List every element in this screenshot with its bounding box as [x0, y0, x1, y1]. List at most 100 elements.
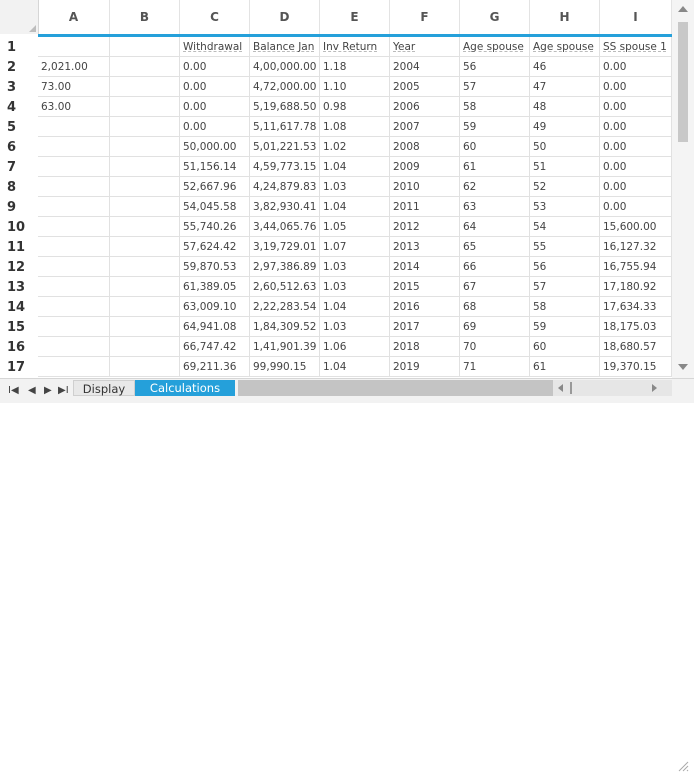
last-sheet-icon[interactable]: ▶I: [58, 385, 69, 396]
cell-h3[interactable]: 47: [530, 77, 600, 97]
cell-b1[interactable]: [110, 37, 180, 57]
cell-f9[interactable]: 2011: [390, 197, 460, 217]
cell-a17[interactable]: [38, 357, 110, 377]
cell-b4[interactable]: [110, 97, 180, 117]
cell-d8[interactable]: 4,24,879.83: [250, 177, 320, 197]
horizontal-scrollbar[interactable]: [238, 380, 672, 396]
cell-d15[interactable]: 1,84,309.52: [250, 317, 320, 337]
column-header-a[interactable]: A: [38, 0, 110, 34]
cell-h7[interactable]: 51: [530, 157, 600, 177]
cell-e6[interactable]: 1.02: [320, 137, 390, 157]
cell-g13[interactable]: 67: [460, 277, 530, 297]
cell-b11[interactable]: [110, 237, 180, 257]
cell-d12[interactable]: 2,97,386.89: [250, 257, 320, 277]
cell-e14[interactable]: 1.04: [320, 297, 390, 317]
cell-e12[interactable]: 1.03: [320, 257, 390, 277]
cell-h17[interactable]: 61: [530, 357, 600, 377]
cell-d7[interactable]: 4,59,773.15: [250, 157, 320, 177]
cell-g2[interactable]: 56: [460, 57, 530, 77]
column-header-g[interactable]: G: [460, 0, 530, 34]
cell-i13[interactable]: 17,180.92: [600, 277, 672, 297]
row-header[interactable]: 8: [0, 177, 38, 197]
cell-d3[interactable]: 4,72,000.00: [250, 77, 320, 97]
cell-i7[interactable]: 0.00: [600, 157, 672, 177]
cell-c4[interactable]: 0.00: [180, 97, 250, 117]
row-header[interactable]: 2: [0, 57, 38, 77]
cell-e11[interactable]: 1.07: [320, 237, 390, 257]
cell-d10[interactable]: 3,44,065.76: [250, 217, 320, 237]
cell-c12[interactable]: 59,870.53: [180, 257, 250, 277]
cell-g15[interactable]: 69: [460, 317, 530, 337]
cell-g11[interactable]: 65: [460, 237, 530, 257]
cell-b6[interactable]: [110, 137, 180, 157]
cell-g1[interactable]: Age spouse: [460, 37, 530, 57]
tab-display[interactable]: Display: [73, 380, 135, 396]
cell-f1[interactable]: Year: [390, 37, 460, 57]
column-header-c[interactable]: C: [180, 0, 250, 34]
cell-e4[interactable]: 0.98: [320, 97, 390, 117]
cell-f14[interactable]: 2016: [390, 297, 460, 317]
cell-c8[interactable]: 52,667.96: [180, 177, 250, 197]
cell-c16[interactable]: 66,747.42: [180, 337, 250, 357]
resize-grip-icon[interactable]: [676, 759, 690, 773]
cell-b5[interactable]: [110, 117, 180, 137]
cell-g16[interactable]: 70: [460, 337, 530, 357]
cell-b8[interactable]: [110, 177, 180, 197]
cell-i1[interactable]: SS spouse 1: [600, 37, 672, 57]
cell-i15[interactable]: 18,175.03: [600, 317, 672, 337]
row-header[interactable]: 5: [0, 117, 38, 137]
cell-i6[interactable]: 0.00: [600, 137, 672, 157]
cell-b13[interactable]: [110, 277, 180, 297]
cell-a10[interactable]: [38, 217, 110, 237]
cell-c7[interactable]: 51,156.14: [180, 157, 250, 177]
cell-i12[interactable]: 16,755.94: [600, 257, 672, 277]
cell-f15[interactable]: 2017: [390, 317, 460, 337]
cell-f12[interactable]: 2014: [390, 257, 460, 277]
scroll-down-icon[interactable]: [678, 364, 688, 370]
cell-c17[interactable]: 69,211.36: [180, 357, 250, 377]
cell-d17[interactable]: 99,990.15: [250, 357, 320, 377]
cell-b12[interactable]: [110, 257, 180, 277]
row-header[interactable]: 7: [0, 157, 38, 177]
cell-f3[interactable]: 2005: [390, 77, 460, 97]
column-header-e[interactable]: E: [320, 0, 390, 34]
cell-a7[interactable]: [38, 157, 110, 177]
cell-b3[interactable]: [110, 77, 180, 97]
select-all-corner[interactable]: [0, 0, 39, 34]
cell-e1[interactable]: Inv Return: [320, 37, 390, 57]
cell-h4[interactable]: 48: [530, 97, 600, 117]
cell-i14[interactable]: 17,634.33: [600, 297, 672, 317]
cell-h16[interactable]: 60: [530, 337, 600, 357]
cell-h12[interactable]: 56: [530, 257, 600, 277]
cell-d13[interactable]: 2,60,512.63: [250, 277, 320, 297]
cell-f4[interactable]: 2006: [390, 97, 460, 117]
cell-c10[interactable]: 55,740.26: [180, 217, 250, 237]
scroll-up-icon[interactable]: [678, 6, 688, 12]
cell-h11[interactable]: 55: [530, 237, 600, 257]
cell-g17[interactable]: 71: [460, 357, 530, 377]
cell-f7[interactable]: 2009: [390, 157, 460, 177]
cell-f11[interactable]: 2013: [390, 237, 460, 257]
cell-b7[interactable]: [110, 157, 180, 177]
cell-i17[interactable]: 19,370.15: [600, 357, 672, 377]
cell-h9[interactable]: 53: [530, 197, 600, 217]
row-header[interactable]: 4: [0, 97, 38, 117]
cell-c2[interactable]: 0.00: [180, 57, 250, 77]
cell-d5[interactable]: 5,11,617.78: [250, 117, 320, 137]
cell-i10[interactable]: 15,600.00: [600, 217, 672, 237]
row-header[interactable]: 1: [0, 37, 38, 57]
cell-g3[interactable]: 57: [460, 77, 530, 97]
cell-g8[interactable]: 62: [460, 177, 530, 197]
cell-i8[interactable]: 0.00: [600, 177, 672, 197]
cell-c15[interactable]: 64,941.08: [180, 317, 250, 337]
cell-g4[interactable]: 58: [460, 97, 530, 117]
cell-h8[interactable]: 52: [530, 177, 600, 197]
cell-g6[interactable]: 60: [460, 137, 530, 157]
column-header-b[interactable]: B: [110, 0, 180, 34]
cell-h15[interactable]: 59: [530, 317, 600, 337]
cell-h6[interactable]: 50: [530, 137, 600, 157]
row-header[interactable]: 11: [0, 237, 38, 257]
cell-c13[interactable]: 61,389.05: [180, 277, 250, 297]
cell-a14[interactable]: [38, 297, 110, 317]
vertical-scroll-thumb[interactable]: [678, 22, 688, 142]
